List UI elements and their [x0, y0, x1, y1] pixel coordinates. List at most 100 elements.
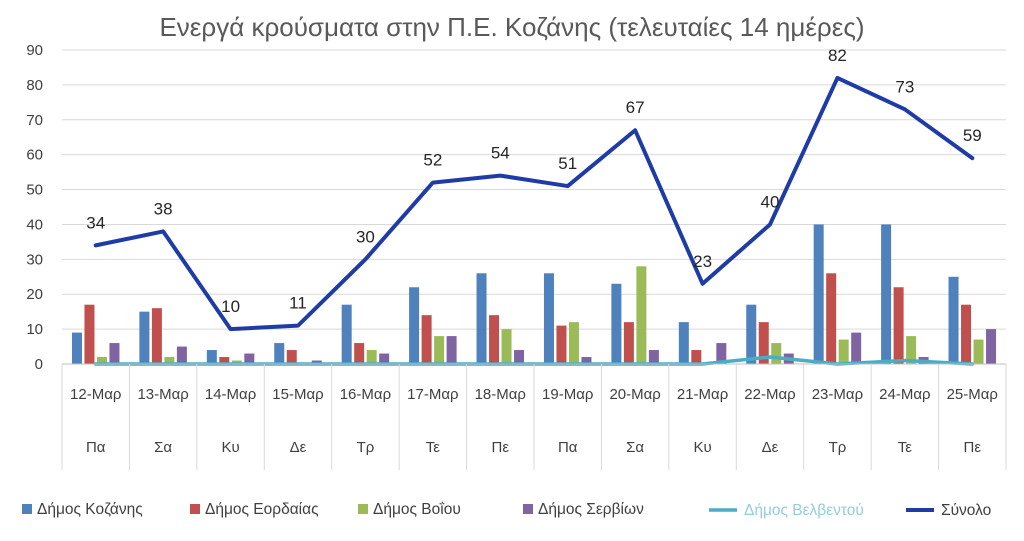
bar: [341, 304, 352, 364]
data-labels: 34 38 10 11 30 52 54 51 67 23 40 82 73 59: [86, 46, 981, 316]
bar: [409, 287, 420, 364]
data-label: 11: [289, 294, 307, 313]
gridlines: [62, 49, 1006, 330]
bar: [354, 343, 365, 364]
bar: [838, 339, 849, 364]
line-point: [903, 359, 907, 363]
x-day-label: Πε: [492, 439, 510, 456]
bar: [206, 350, 217, 364]
bar: [446, 336, 457, 364]
y-tick-label: 60: [26, 147, 43, 164]
data-label: 34: [86, 213, 105, 232]
x-day-label: Πα: [86, 439, 106, 456]
bar: [893, 287, 904, 364]
x-day-label: Τρ: [357, 439, 375, 456]
bar: [568, 322, 579, 364]
y-tick-label: 0: [35, 356, 43, 373]
bar: [476, 273, 487, 364]
bar: [948, 276, 959, 364]
legend-label: Δήμος Βελβεντού: [744, 502, 864, 519]
line-point: [161, 229, 165, 233]
bar: [881, 224, 892, 364]
bar: [514, 350, 525, 364]
bar: [489, 315, 500, 364]
chart-title: Ενεργά κρούσματα στην Π.Ε. Κοζάνης (τελε…: [159, 12, 864, 42]
line-point: [768, 222, 772, 226]
legend-label: Σύνολο: [941, 502, 991, 519]
legend-label: Δήμος Βοΐου: [373, 501, 461, 518]
x-tick-label: 16-Μαρ: [340, 386, 391, 403]
line-point: [903, 107, 907, 111]
x-day-label: Δε: [290, 439, 307, 456]
bar: [906, 336, 917, 364]
line-point: [970, 156, 974, 160]
bar: [176, 346, 187, 364]
line-point: [363, 257, 367, 261]
x-tick-label: 17-Μαρ: [407, 386, 458, 403]
x-tick-label: 20-Μαρ: [609, 386, 660, 403]
line-point: [566, 184, 570, 188]
y-tick-label: 30: [26, 251, 43, 268]
bar: [758, 322, 769, 364]
line-point: [229, 327, 233, 331]
x-tick-label: 22-Μαρ: [744, 386, 795, 403]
x-day-label: Κυ: [693, 439, 711, 456]
data-label: 59: [963, 126, 982, 145]
x-day-label: Δε: [762, 439, 779, 456]
line-series: [93, 75, 975, 332]
bar: [244, 353, 255, 364]
legend-label: Δήμος Κοζάνης: [37, 501, 143, 518]
x-day-label: Τρ: [829, 439, 847, 456]
bar: [826, 273, 837, 364]
x-tick-label: 21-Μαρ: [677, 386, 728, 403]
bar: [139, 311, 150, 364]
data-label: 40: [761, 192, 780, 211]
x-day-label: Σα: [626, 439, 644, 456]
bar: [813, 224, 824, 364]
legend-swatch: [22, 504, 32, 514]
bars: [71, 224, 997, 364]
bar: [543, 273, 554, 364]
bar: [636, 266, 647, 364]
bar: [274, 343, 285, 364]
x-tick-label: 19-Μαρ: [542, 386, 593, 403]
legend-label: Δήμος Σερβίων: [538, 501, 644, 518]
bar: [746, 304, 757, 364]
line-point: [768, 355, 772, 359]
x-day-label: Τε: [898, 439, 913, 456]
bar: [366, 350, 377, 364]
x-tick-label: 14-Μαρ: [205, 386, 256, 403]
bar: [961, 304, 972, 364]
bar: [151, 308, 162, 364]
bar: [691, 350, 702, 364]
x-day-label: Κυ: [221, 439, 239, 456]
bar: [219, 357, 230, 364]
legend-swatch: [523, 504, 533, 514]
bar: [71, 332, 82, 364]
x-tick-label: 24-Μαρ: [879, 386, 930, 403]
x-day-label: Τε: [426, 439, 441, 456]
bar: [109, 343, 120, 364]
line-point: [431, 181, 435, 185]
bar: [851, 332, 862, 364]
bar: [581, 357, 592, 364]
x-tick-label: 15-Μαρ: [272, 386, 323, 403]
x-tick-label: 18-Μαρ: [475, 386, 526, 403]
data-label: 67: [626, 98, 645, 117]
y-tick-label: 70: [26, 112, 43, 129]
bar: [421, 315, 432, 364]
bar: [623, 322, 634, 364]
y-axis: 0 10 20 30 40 50 60 70 80 90: [26, 42, 43, 373]
bar: [611, 283, 622, 364]
bar: [973, 339, 984, 364]
x-day-label: Σα: [154, 439, 172, 456]
legend-swatch: [358, 504, 368, 514]
bar: [434, 336, 445, 364]
y-tick-label: 90: [26, 42, 43, 59]
y-tick-label: 50: [26, 182, 43, 199]
bar: [556, 325, 567, 364]
bar: [716, 343, 727, 364]
y-tick-label: 80: [26, 77, 43, 94]
line-point: [94, 243, 98, 247]
